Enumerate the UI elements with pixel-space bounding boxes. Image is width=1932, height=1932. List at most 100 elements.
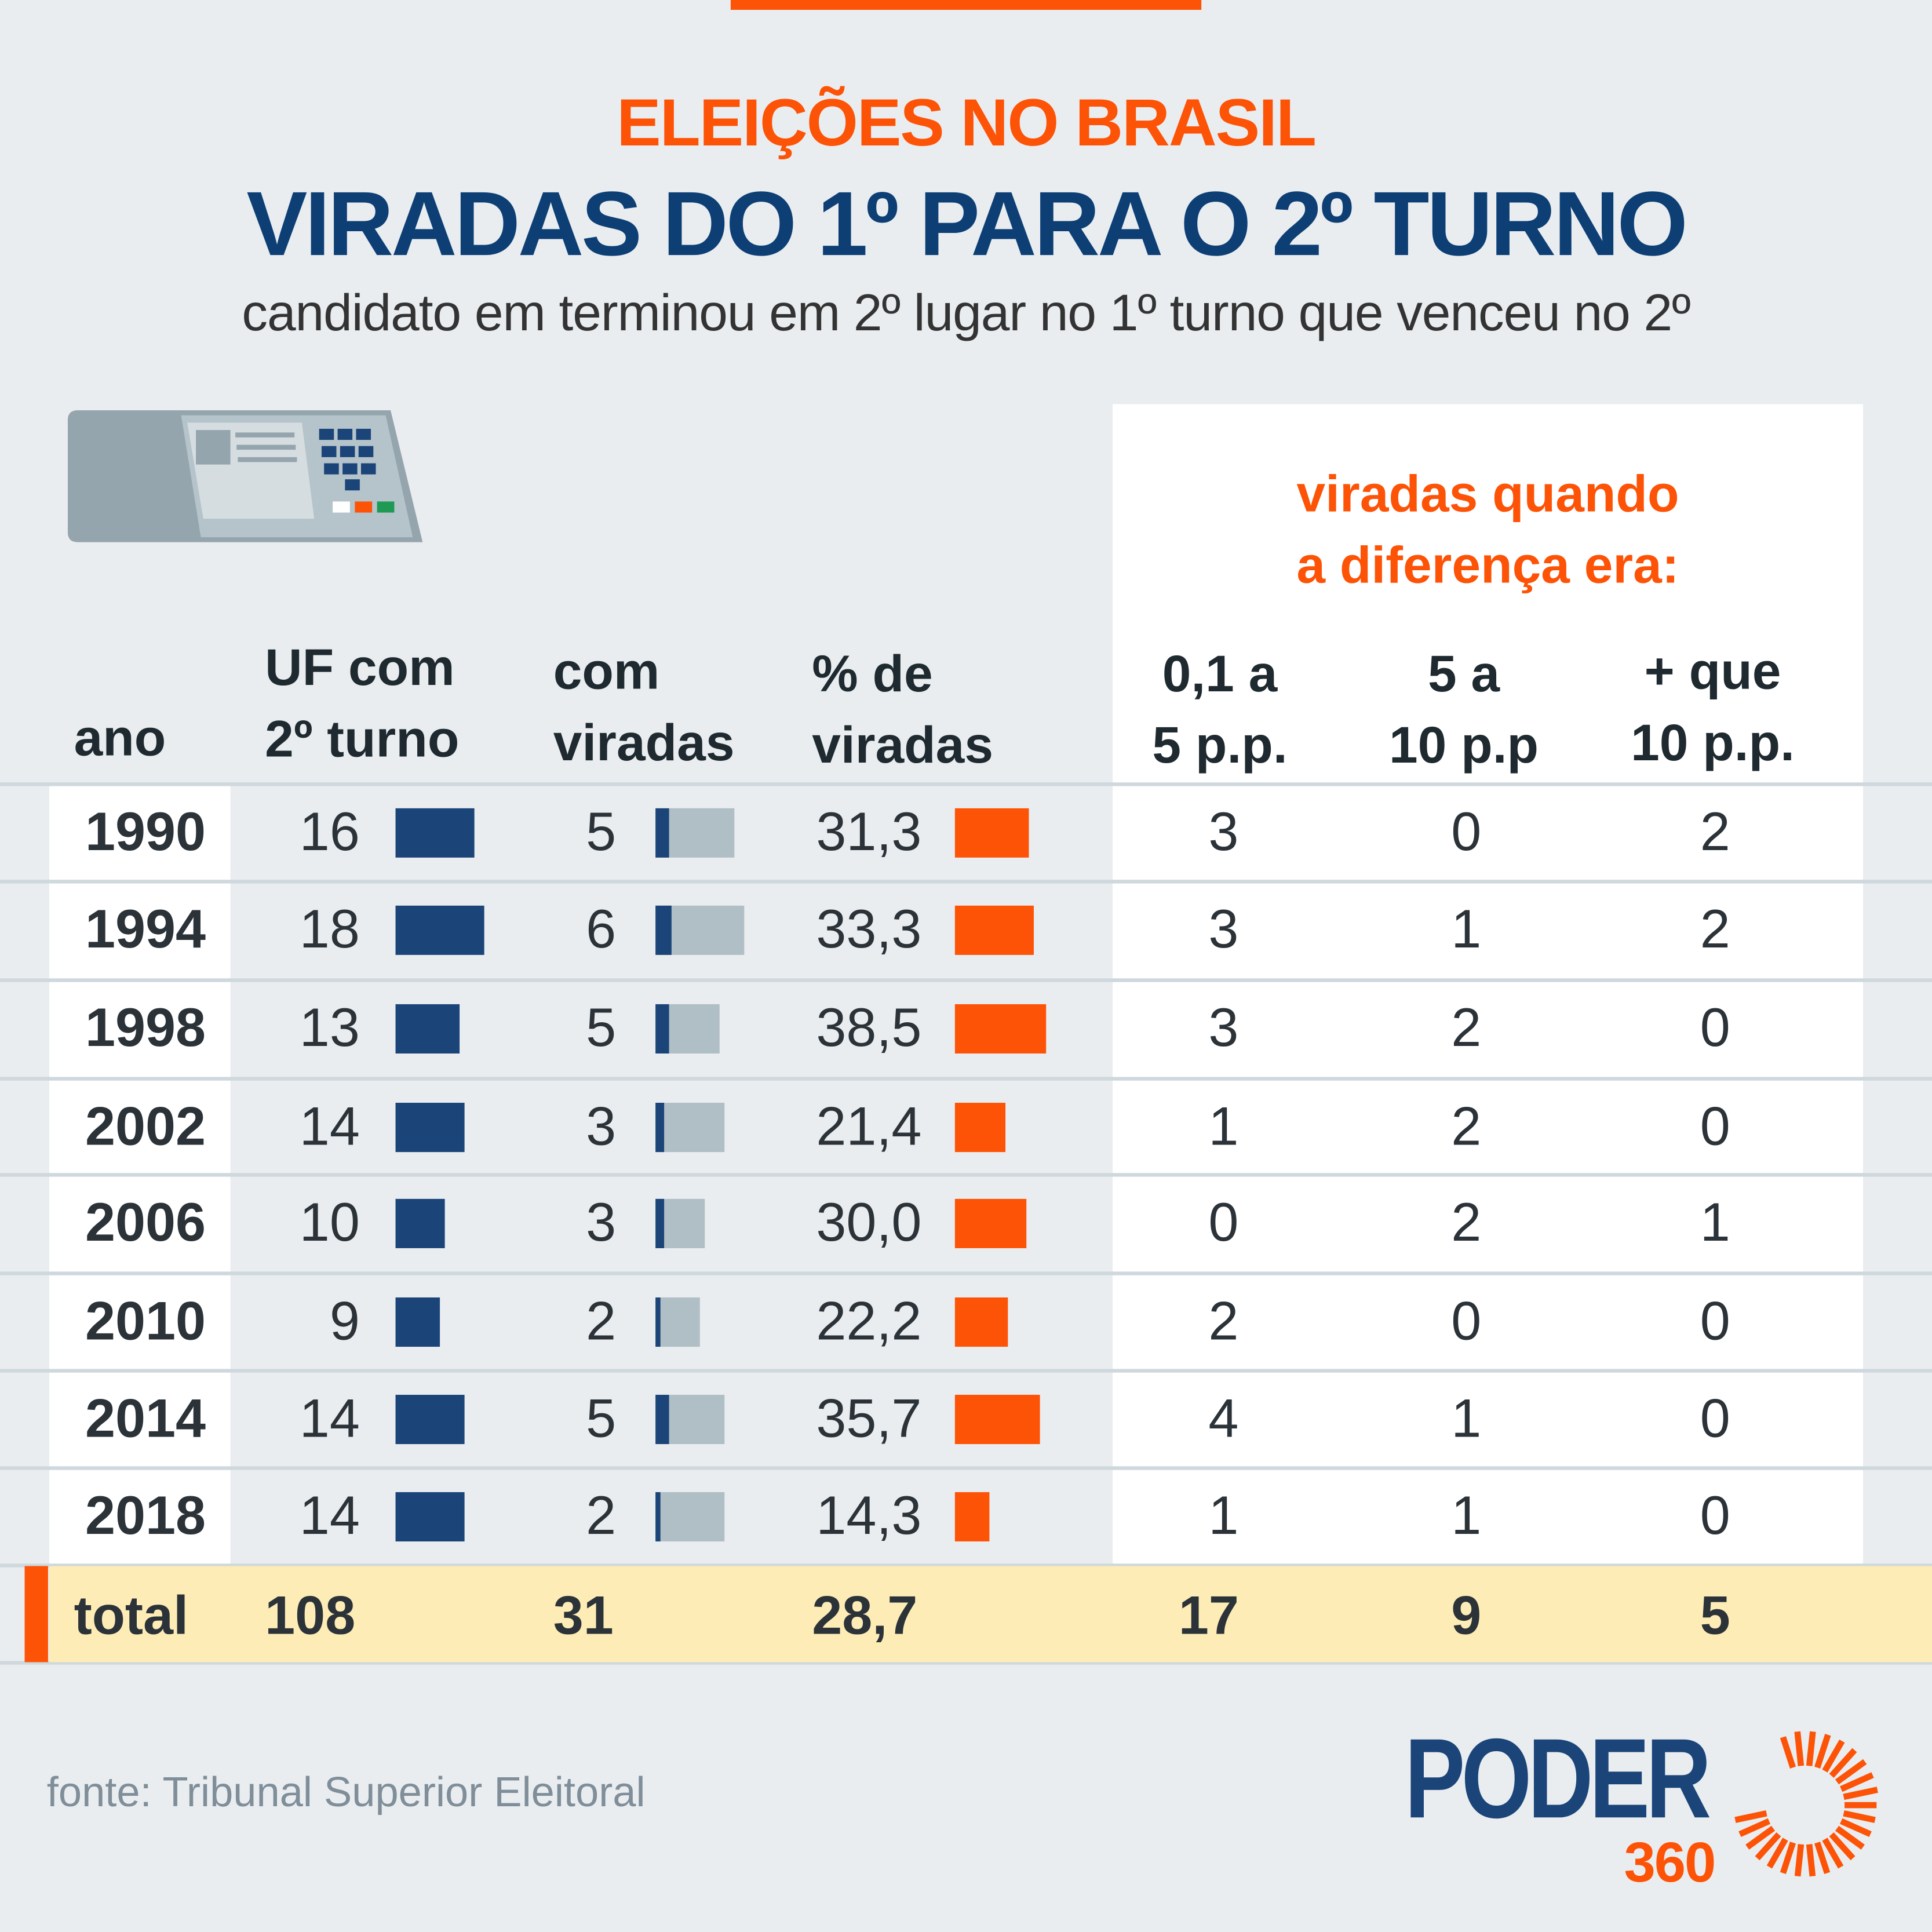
diff-0-5pp: 2 [1208, 1291, 1239, 1352]
year: 1998 [85, 998, 206, 1059]
uf-reference-bar [655, 1103, 725, 1153]
diff-10pp-plus: 2 [1700, 899, 1730, 960]
sun-ray [1835, 1825, 1865, 1850]
header-line: viradas [812, 716, 994, 774]
year: 2010 [85, 1291, 206, 1352]
viradas-count: 2 [586, 1291, 617, 1352]
uf-count: 14 [299, 1388, 360, 1449]
pct-viradas: 21,4 [816, 1096, 922, 1157]
row-divider [0, 1661, 1932, 1665]
diff-5-10pp: 2 [1451, 1193, 1482, 1253]
sun-ray [1755, 1832, 1781, 1861]
top-accent-bar [730, 0, 1202, 10]
row-divider [0, 1271, 1932, 1275]
sun-ray [1835, 1759, 1867, 1785]
table-row: 2014 14 5 35,7 4 1 0 [0, 1370, 1932, 1468]
sun-ray [1745, 1825, 1776, 1850]
pct-viradas: 22,2 [816, 1291, 922, 1352]
viradas-bar [655, 1492, 661, 1542]
sun-ray [1734, 1810, 1767, 1823]
uf-bar [395, 1394, 465, 1445]
row-divider [0, 880, 1932, 884]
diff-10pp-plus: 0 [1700, 1388, 1730, 1449]
diff-0-5pp: 0 [1208, 1193, 1239, 1253]
sun-ray [1843, 1810, 1876, 1823]
header-line: com [553, 641, 660, 700]
total-com-viradas: 31 [553, 1585, 614, 1646]
header-5-10pp: 5 a 10 p.p [1340, 638, 1587, 781]
sun-ray [1738, 1818, 1771, 1838]
header-line: 5 p.p. [1152, 716, 1288, 774]
sun-ray [1840, 1818, 1872, 1838]
table-row: 1998 13 5 38,5 3 2 0 [0, 979, 1932, 1078]
total-d1: 17 [1178, 1585, 1239, 1646]
header-line: 10 p.p [1389, 716, 1539, 774]
header-uf: UF com 2º turno [265, 632, 459, 775]
year: 2014 [85, 1388, 206, 1449]
row-divider [0, 978, 1932, 982]
header-0-5pp: 0,1 a 5 p.p. [1096, 638, 1343, 781]
diff-10pp-plus: 0 [1700, 1486, 1730, 1547]
table-row: 2002 14 3 21,4 1 2 0 [0, 1078, 1932, 1177]
pct-bar [954, 905, 1034, 955]
viradas-count: 3 [586, 1096, 617, 1157]
diff-5-10pp: 2 [1451, 1096, 1482, 1157]
viradas-count: 2 [586, 1486, 617, 1547]
diff-5-10pp: 1 [1451, 899, 1482, 960]
uf-reference-bar [655, 1492, 725, 1542]
sun-ray [1794, 1731, 1805, 1766]
uf-reference-bar [655, 1297, 700, 1347]
panel-title-line: viradas quando [1296, 464, 1679, 523]
viradas-bar [655, 1394, 669, 1445]
uf-count: 18 [299, 899, 360, 960]
uf-bar [395, 1004, 460, 1054]
row-divider [0, 782, 1932, 786]
header-line: 2º turno [265, 709, 460, 768]
sun-ray [1794, 1844, 1805, 1877]
year: 1990 [85, 802, 206, 863]
uf-bar [395, 1297, 440, 1347]
pct-bar [954, 1198, 1026, 1248]
diff-5-10pp: 2 [1451, 998, 1482, 1059]
viradas-bar [655, 808, 669, 858]
diff-0-5pp: 1 [1208, 1096, 1239, 1157]
header-pct-viradas: % de viradas [812, 638, 993, 781]
uf-count: 10 [299, 1193, 360, 1253]
uf-count: 13 [299, 998, 360, 1059]
row-divider [0, 1466, 1932, 1470]
row-divider [0, 1077, 1932, 1081]
uf-bar [395, 808, 475, 858]
pct-bar [954, 808, 1030, 858]
sun-ray [1829, 1832, 1856, 1861]
uf-bar [395, 1492, 465, 1542]
subtitle: candidato em terminou em 2º lugar no 1º … [242, 283, 1690, 341]
uf-bar [395, 905, 484, 955]
total-marker [24, 1566, 48, 1663]
source-note: fonte: Tribunal Superior Eleitoral [46, 1769, 646, 1817]
total-uf: 108 [265, 1585, 356, 1646]
logo-360: 360 [1624, 1829, 1716, 1894]
pct-viradas: 31,3 [816, 802, 922, 863]
table-row: 2010 9 2 22,2 2 0 0 [0, 1273, 1932, 1371]
table-row: 1990 16 5 31,3 3 0 2 [0, 783, 1932, 882]
diff-0-5pp: 1 [1208, 1486, 1239, 1547]
pct-bar [954, 1492, 989, 1542]
uf-count: 14 [299, 1486, 360, 1547]
viradas-count: 3 [586, 1193, 617, 1253]
pct-viradas: 33,3 [816, 899, 922, 960]
uf-count: 9 [329, 1291, 360, 1352]
pct-viradas: 35,7 [816, 1388, 922, 1449]
header-line: viradas [553, 713, 735, 772]
header-line: + que [1644, 641, 1781, 700]
row-divider [0, 1369, 1932, 1373]
voting-machine-icon [67, 410, 423, 542]
viradas-bar [655, 1004, 669, 1054]
pct-viradas: 30,0 [816, 1193, 922, 1253]
sun-ray [1814, 1734, 1831, 1769]
header-com-viradas: com viradas [553, 636, 735, 779]
sun-ray [1806, 1731, 1816, 1766]
total-d3: 5 [1700, 1585, 1730, 1646]
diff-10pp-plus: 0 [1700, 998, 1730, 1059]
header-line: 0,1 a [1162, 644, 1278, 702]
